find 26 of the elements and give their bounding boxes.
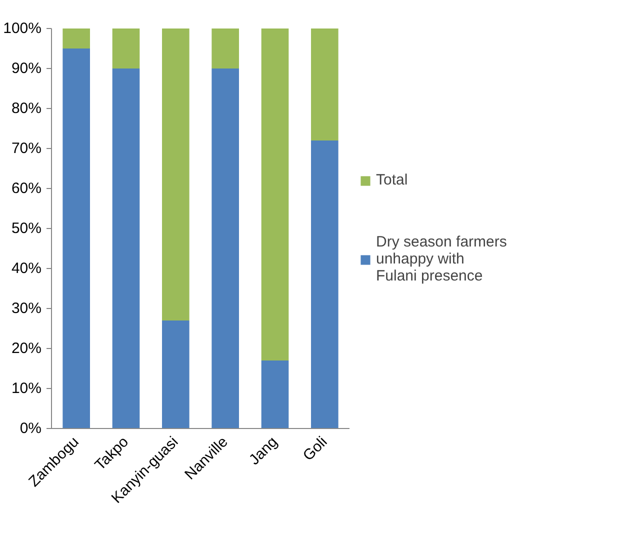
bar xyxy=(162,28,190,320)
bar xyxy=(311,28,338,140)
bar xyxy=(62,48,90,428)
y-tick-label: 100% xyxy=(3,20,42,37)
bar xyxy=(261,360,289,428)
y-tick-label: 40% xyxy=(11,260,42,277)
y-tick-label: 50% xyxy=(11,220,42,237)
bar xyxy=(62,28,90,48)
y-tick-label: 10% xyxy=(11,380,42,397)
bar xyxy=(311,140,338,428)
bar xyxy=(212,28,239,68)
bar xyxy=(112,68,140,428)
y-tick-label: 90% xyxy=(11,60,42,77)
bar xyxy=(261,28,289,360)
legend-label: Total xyxy=(376,172,409,188)
y-tick-label: 70% xyxy=(11,140,42,157)
legend-label: Dry season farmers unhappy with Fulani presence xyxy=(376,234,508,284)
bar xyxy=(112,28,140,68)
bar xyxy=(162,320,190,428)
y-tick-label: 20% xyxy=(11,340,42,357)
y-tick-label: 0% xyxy=(20,420,42,437)
y-tick-label: 60% xyxy=(11,180,42,197)
x-tick-label: Goli xyxy=(300,433,331,464)
y-tick-label: 30% xyxy=(11,300,42,317)
y-tick-label: 80% xyxy=(11,100,42,117)
bar xyxy=(212,68,239,428)
